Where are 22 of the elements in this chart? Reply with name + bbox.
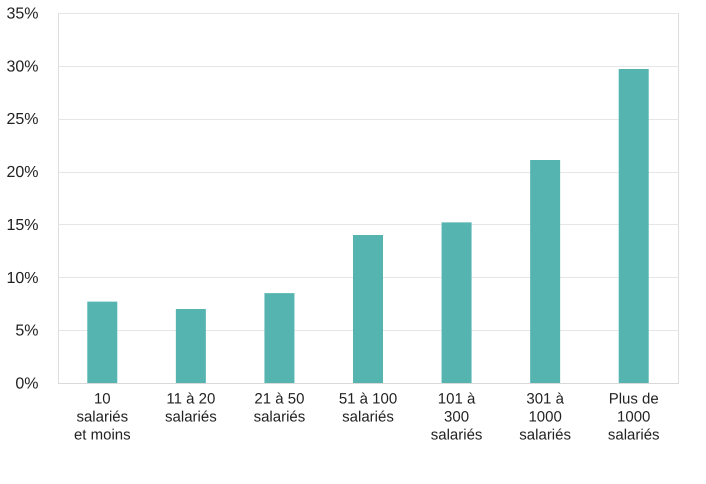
x-tick-label: Plus de 1000 salariés — [608, 390, 660, 444]
x-tick-label: 11 à 20 salariés — [165, 390, 217, 426]
bar — [530, 160, 560, 383]
x-tick-label: 21 à 50 salariés — [254, 390, 306, 426]
y-tick-label: 0% — [15, 376, 38, 392]
bar — [353, 235, 383, 383]
bar — [618, 69, 649, 383]
x-tick-label: 301 à 1000 salariés — [519, 390, 571, 444]
y-tick-label: 20% — [6, 164, 38, 182]
bar — [176, 309, 206, 383]
x-tick-label: 101 à 300 salariés — [430, 390, 482, 444]
bar — [442, 222, 472, 383]
x-tick-label: 51 à 100 salariés — [338, 390, 398, 426]
y-tick-label: 30% — [6, 58, 38, 76]
y-tick-label: 35% — [6, 6, 38, 22]
bar — [264, 293, 294, 383]
y-tick-label: 15% — [6, 216, 38, 234]
bar — [87, 302, 118, 383]
y-tick-label: 10% — [6, 270, 38, 287]
y-tick-label: 5% — [15, 322, 38, 340]
y-tick-label: 25% — [6, 111, 38, 128]
x-tick-label: 10 salariés et moins — [74, 390, 131, 444]
